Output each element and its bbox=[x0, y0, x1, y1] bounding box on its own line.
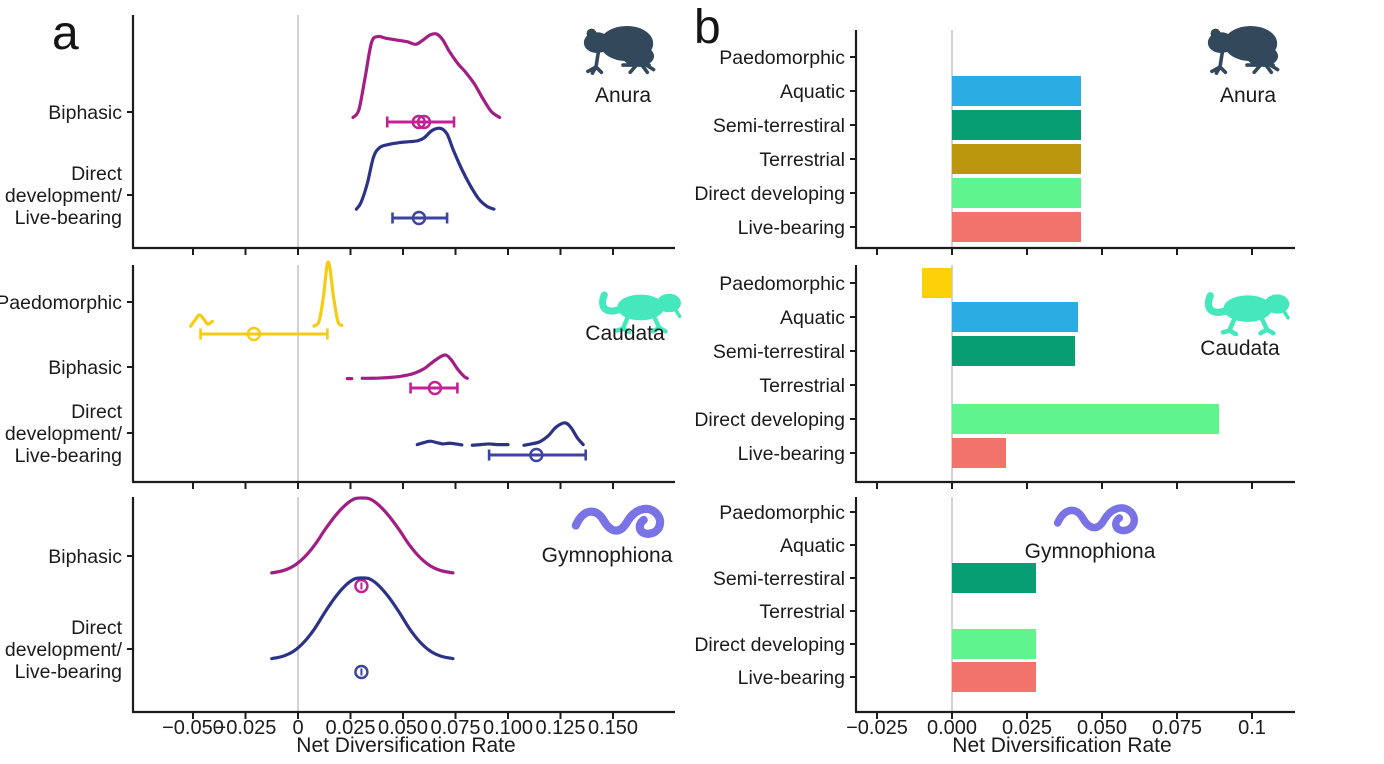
category-label-semi-terrestiral: Semi-terrestiral bbox=[713, 568, 845, 590]
density-curve-paedomorphic bbox=[312, 260, 344, 328]
density-curve-direct-development-live-bearing bbox=[270, 576, 455, 661]
x-tick-label: 0.125 bbox=[535, 717, 585, 739]
bar-terrestrial bbox=[952, 144, 1081, 174]
category-label-semi-terrestiral: Semi-terrestiral bbox=[713, 341, 845, 363]
row-label-biphasic: Biphasic bbox=[48, 102, 122, 124]
bar-aquatic bbox=[952, 302, 1078, 332]
x-tick-label: 0.050 bbox=[378, 717, 428, 739]
density-curve-direct-development-live-bearing bbox=[354, 126, 496, 211]
x-tick-label: 0 bbox=[292, 717, 303, 739]
median-marker bbox=[354, 578, 369, 594]
bar-aquatic bbox=[952, 76, 1081, 106]
density-curve-direct-development-live-bearing bbox=[470, 442, 510, 447]
category-label-paedomorphic: Paedomorphic bbox=[719, 47, 845, 69]
median-marker bbox=[427, 380, 443, 396]
bar-live-bearing bbox=[952, 212, 1081, 242]
panel-b-label: b bbox=[694, 1, 721, 54]
x-tick-label: 0.100 bbox=[483, 717, 533, 739]
category-label-aquatic: Aquatic bbox=[780, 535, 845, 557]
bar-direct-developing bbox=[952, 629, 1036, 659]
density-curve-biphasic bbox=[360, 353, 469, 380]
row-label-direct-development-live-bearing: development/ bbox=[5, 185, 123, 207]
row-label-biphasic: Biphasic bbox=[48, 357, 122, 379]
row-label-direct-development-live-bearing: development/ bbox=[5, 423, 123, 445]
caecilian-icon bbox=[571, 504, 665, 538]
bar-semi-terrestiral bbox=[952, 563, 1036, 593]
row-label-direct-development-live-bearing: Direct bbox=[71, 163, 123, 185]
taxon-label-caudata: Caudata bbox=[1200, 337, 1280, 360]
bar-paedomorphic bbox=[922, 268, 952, 298]
frog-icon bbox=[1207, 25, 1280, 75]
density-curve-paedomorphic bbox=[189, 313, 214, 328]
frog-icon bbox=[583, 25, 656, 75]
x-tick-label: 0.150 bbox=[588, 717, 638, 739]
median-marker bbox=[416, 114, 432, 130]
row-label-direct-development-live-bearing: Live-bearing bbox=[15, 661, 122, 683]
median-marker bbox=[411, 210, 427, 226]
x-tick-label: −0.025 bbox=[215, 717, 277, 739]
taxon-label-anura: Anura bbox=[1219, 84, 1277, 107]
caecilian-icon bbox=[1053, 504, 1138, 535]
category-label-live-bearing: Live-bearing bbox=[738, 217, 845, 239]
density-curve-direct-development-live-bearing bbox=[415, 439, 464, 447]
row-label-direct-development-live-bearing: Live-bearing bbox=[15, 445, 122, 467]
bar-semi-terrestiral bbox=[952, 336, 1075, 366]
category-label-terrestrial: Terrestrial bbox=[759, 601, 845, 623]
category-label-direct-developing: Direct developing bbox=[694, 634, 845, 656]
bar-semi-terrestiral bbox=[952, 110, 1081, 140]
median-marker bbox=[246, 326, 262, 342]
taxon-label-gymnophiona: Gymnophiona bbox=[541, 544, 673, 567]
density-curve-biphasic bbox=[270, 496, 455, 575]
row-label-direct-development-live-bearing: Direct bbox=[71, 401, 123, 423]
x-tick-label: −0.050 bbox=[162, 717, 224, 739]
category-label-aquatic: Aquatic bbox=[780, 307, 845, 329]
category-label-paedomorphic: Paedomorphic bbox=[719, 273, 845, 295]
x-axis-title: Net Diversification Rate bbox=[952, 734, 1172, 757]
category-label-aquatic: Aquatic bbox=[780, 81, 845, 103]
taxon-label-caudata: Caudata bbox=[585, 322, 665, 345]
category-label-live-bearing: Live-bearing bbox=[738, 443, 845, 465]
taxon-label-gymnophiona: Gymnophiona bbox=[1024, 540, 1156, 563]
x-axis-title: Net Diversification Rate bbox=[296, 734, 516, 757]
density-curve-direct-development-live-bearing bbox=[522, 421, 585, 447]
taxon-label-anura: Anura bbox=[594, 84, 652, 107]
median-marker bbox=[411, 114, 426, 130]
row-label-paedomorphic: Paedomorphic bbox=[0, 292, 122, 314]
salamander-icon bbox=[1204, 292, 1290, 336]
row-label-direct-development-live-bearing: Direct bbox=[71, 617, 123, 639]
x-tick-label: 0.075 bbox=[1152, 717, 1202, 739]
category-label-terrestrial: Terrestrial bbox=[759, 375, 845, 397]
density-curve-biphasic bbox=[351, 31, 502, 120]
category-label-live-bearing: Live-bearing bbox=[738, 667, 845, 689]
bar-direct-developing bbox=[952, 178, 1081, 208]
row-label-direct-development-live-bearing: Live-bearing bbox=[15, 207, 122, 229]
x-tick-label: 0.050 bbox=[1077, 717, 1127, 739]
salamander-icon bbox=[599, 291, 682, 334]
row-label-biphasic: Biphasic bbox=[48, 546, 122, 568]
panel-a-label: a bbox=[52, 7, 79, 60]
x-tick-label: 0.025 bbox=[1002, 717, 1052, 739]
median-marker bbox=[529, 447, 544, 463]
x-tick-label: 0.1 bbox=[1238, 717, 1266, 739]
bar-live-bearing bbox=[952, 438, 1006, 468]
category-label-terrestrial: Terrestrial bbox=[759, 149, 845, 171]
bar-direct-developing bbox=[952, 404, 1219, 434]
x-tick-label: −0.025 bbox=[846, 717, 908, 739]
category-label-semi-terrestiral: Semi-terrestiral bbox=[713, 115, 845, 137]
category-label-direct-developing: Direct developing bbox=[694, 183, 845, 205]
category-label-paedomorphic: Paedomorphic bbox=[719, 502, 845, 524]
x-tick-label: 0.075 bbox=[430, 717, 480, 739]
row-label-direct-development-live-bearing: development/ bbox=[5, 639, 123, 661]
category-label-direct-developing: Direct developing bbox=[694, 409, 845, 431]
bar-live-bearing bbox=[952, 662, 1036, 692]
x-tick-label: 0.000 bbox=[927, 717, 977, 739]
x-tick-label: 0.025 bbox=[325, 717, 375, 739]
median-marker bbox=[354, 664, 369, 680]
